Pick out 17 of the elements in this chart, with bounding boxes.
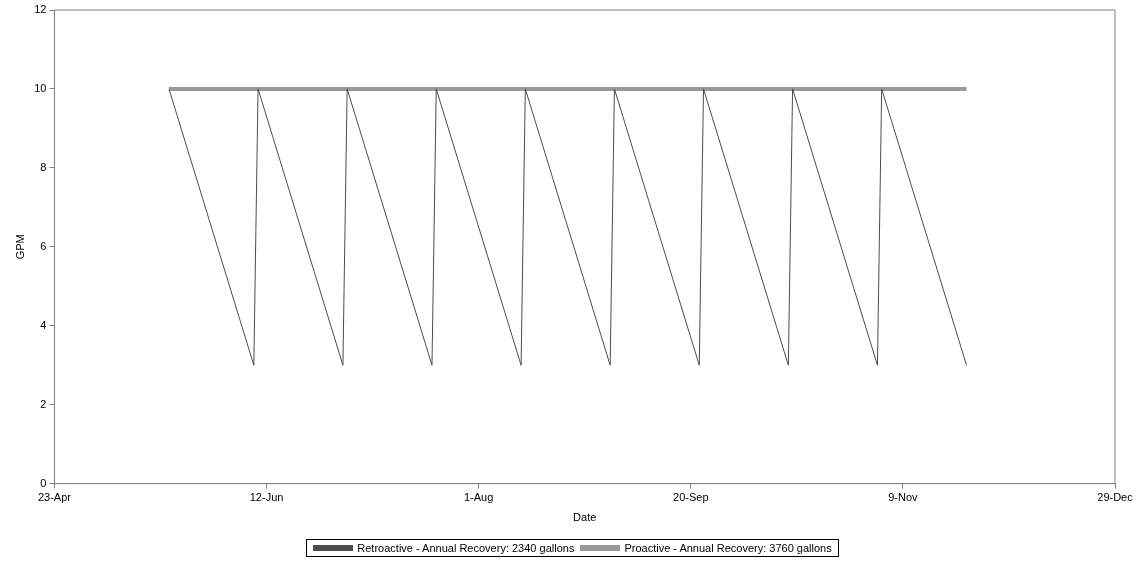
x-tick-label: 20-Sep — [673, 491, 709, 504]
y-tick-label: 4 — [40, 318, 47, 331]
x-tick-label: 12-Jun — [249, 491, 284, 504]
x-axis-title: Date — [573, 511, 597, 524]
y-tick-label: 10 — [34, 81, 47, 94]
x-tick-label: 29-Dec — [1097, 491, 1134, 504]
legend-label: Retroactive - Annual Recovery: 2340 gallons — [357, 542, 575, 554]
y-tick-label: 0 — [40, 476, 47, 489]
x-tick-label: 23-Apr — [37, 491, 72, 504]
y-tick-label: 6 — [40, 239, 47, 252]
x-tick-label: 9-Nov — [888, 491, 919, 504]
legend-label: Proactive - Annual Recovery: 3760 gallons — [624, 542, 832, 554]
y-tick-label: 8 — [40, 160, 47, 173]
x-tick-label: 1-Aug — [463, 491, 494, 504]
y-tick-label: 2 — [40, 397, 47, 410]
y-axis-title: GPM — [13, 234, 26, 260]
y-tick-label: 12 — [34, 3, 47, 16]
